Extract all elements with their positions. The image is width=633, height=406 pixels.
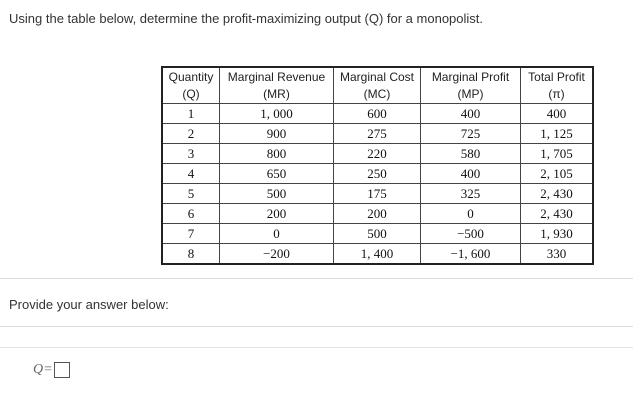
table-row: 1 1, 000 600 400 400: [161, 103, 594, 124]
cell-total-profit: 1, 125: [520, 123, 594, 144]
cell-total-profit: 1, 705: [520, 143, 594, 164]
table-row: 6 200 200 0 2, 430: [161, 203, 594, 224]
cell-marginal-cost: 600: [333, 103, 421, 124]
cell-total-profit: 2, 430: [520, 203, 594, 224]
table-row: 3 800 220 580 1, 705: [161, 143, 594, 164]
cell-quantity: 2: [161, 123, 220, 144]
cell-marginal-revenue: 200: [219, 203, 334, 224]
subheader-marginal-revenue: (MR): [219, 86, 334, 104]
subheader-quantity: (Q): [161, 86, 220, 104]
cell-marginal-profit: 580: [420, 143, 521, 164]
cell-quantity: 1: [161, 103, 220, 124]
cell-marginal-cost: 175: [333, 183, 421, 204]
cell-quantity: 4: [161, 163, 220, 184]
cell-marginal-profit: −1, 600: [420, 243, 521, 265]
cell-marginal-revenue: 0: [219, 223, 334, 244]
header-marginal-profit: Marginal Profit: [420, 66, 521, 86]
header-marginal-revenue: Marginal Revenue: [219, 66, 334, 86]
cell-quantity: 7: [161, 223, 220, 244]
cell-total-profit: 400: [520, 103, 594, 124]
table-row: 7 0 500 −500 1, 930: [161, 223, 594, 244]
cell-marginal-profit: 725: [420, 123, 521, 144]
cell-quantity: 3: [161, 143, 220, 164]
cell-quantity: 8: [161, 243, 220, 265]
cell-marginal-profit: 325: [420, 183, 521, 204]
table-row: 8 −200 1, 400 −1, 600 330: [161, 243, 594, 265]
cell-quantity: 6: [161, 203, 220, 224]
cell-marginal-revenue: 800: [219, 143, 334, 164]
question-text: Using the table below, determine the pro…: [9, 11, 484, 26]
cell-marginal-revenue: 650: [219, 163, 334, 184]
table-row: 2 900 275 725 1, 125: [161, 123, 594, 144]
header-total-profit: Total Profit: [520, 66, 594, 86]
cell-total-profit: 2, 430: [520, 183, 594, 204]
answer-prompt: Provide your answer below:: [9, 297, 169, 312]
cell-marginal-profit: 400: [420, 163, 521, 184]
answer-variable: Q: [33, 362, 44, 377]
header-marginal-cost: Marginal Cost: [333, 66, 421, 86]
cell-marginal-revenue: 1, 000: [219, 103, 334, 124]
cell-marginal-profit: 0: [420, 203, 521, 224]
subheader-marginal-profit: (MP): [420, 86, 521, 104]
answer-equals: =: [44, 362, 53, 377]
cell-marginal-cost: 275: [333, 123, 421, 144]
cell-marginal-cost: 200: [333, 203, 421, 224]
header-quantity: Quantity: [161, 66, 220, 86]
subheader-total-profit: (π): [520, 86, 594, 104]
table-row: 4 650 250 400 2, 105: [161, 163, 594, 184]
cell-marginal-profit: 400: [420, 103, 521, 124]
cell-marginal-cost: 1, 400: [333, 243, 421, 265]
section-divider: [0, 278, 633, 279]
cell-total-profit: 2, 105: [520, 163, 594, 184]
cell-quantity: 5: [161, 183, 220, 204]
table-header-row: Quantity Marginal Revenue Marginal Cost …: [161, 66, 594, 86]
profit-table: Quantity Marginal Revenue Marginal Cost …: [161, 66, 594, 265]
section-divider: [0, 326, 633, 327]
cell-marginal-profit: −500: [420, 223, 521, 244]
answer-row: Q =: [33, 362, 71, 378]
table-row: 5 500 175 325 2, 430: [161, 183, 594, 204]
answer-input[interactable]: [54, 362, 71, 378]
cell-marginal-revenue: 500: [219, 183, 334, 204]
cell-marginal-cost: 500: [333, 223, 421, 244]
cell-total-profit: 1, 930: [520, 223, 594, 244]
cell-marginal-revenue: −200: [219, 243, 334, 265]
subheader-marginal-cost: (MC): [333, 86, 421, 104]
cell-total-profit: 330: [520, 243, 594, 265]
table-subheader-row: (Q) (MR) (MC) (MP) (π): [161, 86, 594, 104]
section-divider: [0, 347, 633, 348]
cell-marginal-revenue: 900: [219, 123, 334, 144]
cell-marginal-cost: 220: [333, 143, 421, 164]
cell-marginal-cost: 250: [333, 163, 421, 184]
